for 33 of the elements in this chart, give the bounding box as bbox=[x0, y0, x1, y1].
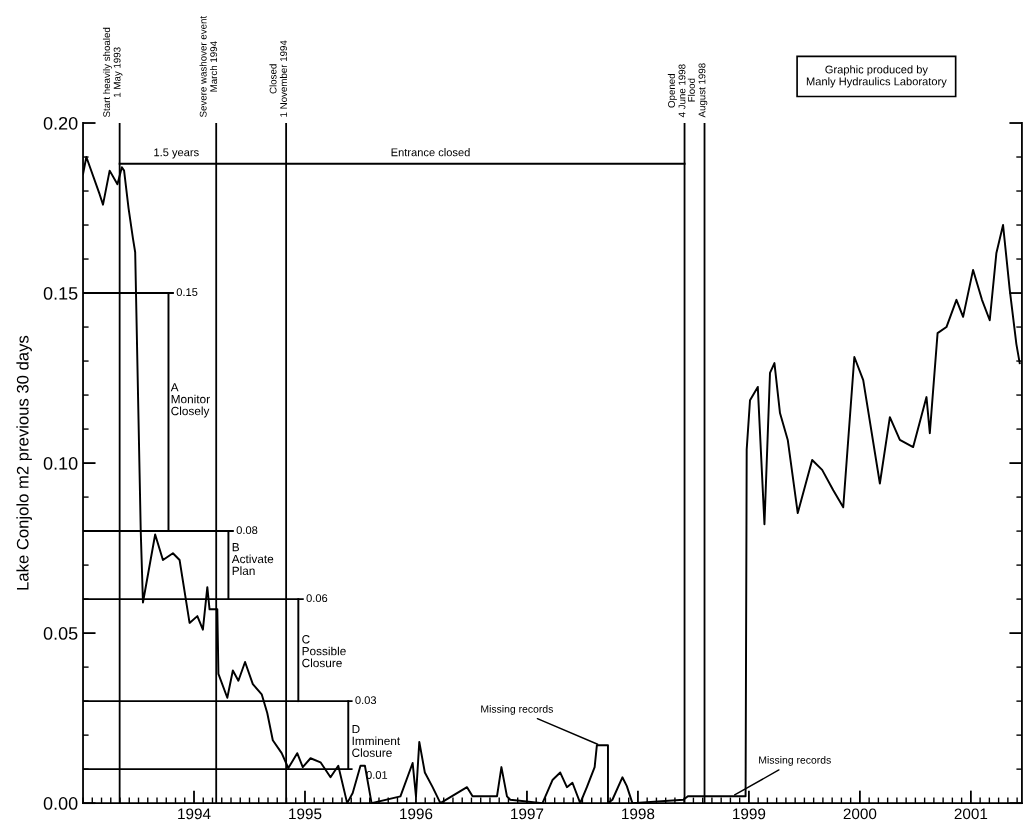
text: Graphic produced by Manly Hydraulics Laboratory bbox=[806, 65, 947, 88]
annotation: Missing records bbox=[759, 756, 831, 766]
ref-line-label: Opened 4 June 1998 bbox=[667, 64, 686, 118]
annotation: 0.06 bbox=[306, 594, 328, 603]
annotation: 0.01 bbox=[366, 771, 388, 779]
annotation: D Imminent Closure bbox=[352, 725, 401, 757]
x-tick-label: 1999 bbox=[733, 808, 766, 820]
y-tick-label: 0.10 bbox=[43, 457, 78, 470]
ref-line-label: Closed 1 November 1994 bbox=[269, 40, 288, 117]
x-tick-label: 1998 bbox=[622, 808, 655, 820]
x-tick-label: 1997 bbox=[511, 808, 544, 820]
x-tick-label: 2001 bbox=[954, 808, 988, 820]
annotation: A Monitor Closely bbox=[170, 383, 210, 418]
x-tick-label: 1996 bbox=[400, 808, 433, 820]
x-tick-label: 2000 bbox=[843, 808, 877, 820]
x-tick-label: 1995 bbox=[289, 808, 322, 820]
y-tick-label: 0.15 bbox=[43, 286, 78, 300]
annotation: B Activate Plan bbox=[231, 543, 274, 576]
y-axis-title: Lake Conjolo m2 previous 30 days bbox=[16, 335, 32, 590]
annotation: 0.08 bbox=[236, 526, 258, 535]
ref-line-label: Severe washover event March 1994 bbox=[199, 15, 218, 118]
annotation: 0.15 bbox=[176, 288, 198, 297]
x-tick-label: 1994 bbox=[178, 808, 211, 820]
annotation: 0.03 bbox=[355, 696, 377, 705]
y-tick-label: 0.05 bbox=[43, 627, 78, 640]
annotation: 1.5 years bbox=[154, 148, 199, 159]
ref-line-label: Flood August 1998 bbox=[687, 63, 708, 118]
annotation: Entrance closed bbox=[391, 148, 470, 157]
y-tick-label: 0.00 bbox=[43, 797, 78, 810]
ref-line-label: Start heavily shoaled 1 May 1993 bbox=[102, 27, 123, 118]
y-tick-label: 0.20 bbox=[43, 116, 78, 130]
annotation: Missing records bbox=[481, 705, 553, 715]
annotation: C Possible Closure bbox=[302, 635, 346, 668]
